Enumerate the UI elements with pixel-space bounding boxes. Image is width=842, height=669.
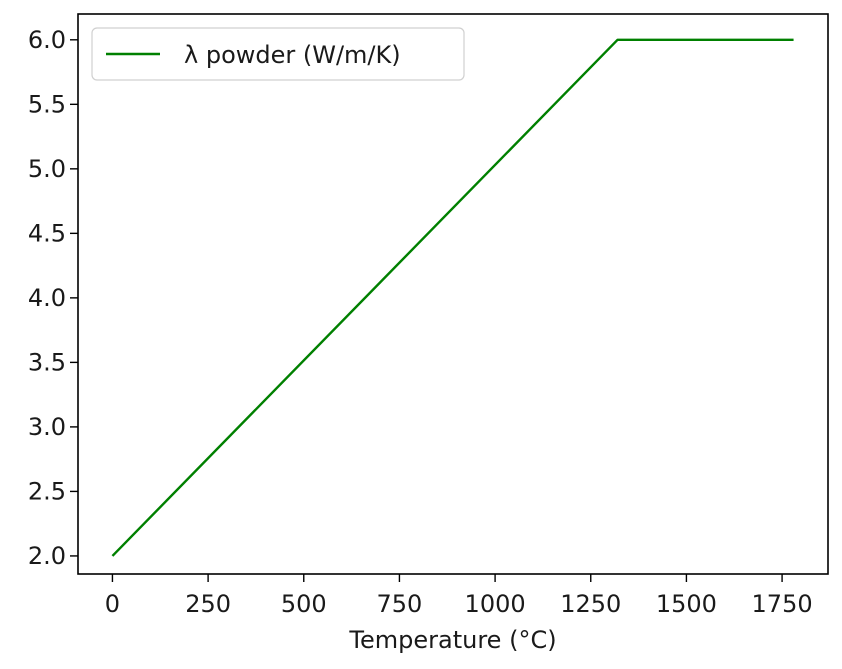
series-layer [111, 38, 794, 557]
y-axis-ticks: 2.0 2.5 3.0 3.5 4.0 4.5 5.0 5.5 6.0 [28, 26, 78, 570]
plot-area-frame [77, 13, 829, 575]
x-tick-label: 750 [377, 590, 423, 618]
y-tick-label: 4.5 [28, 219, 66, 247]
y-tick-label: 2.0 [28, 542, 66, 570]
x-axis-label: Temperature (°C) [348, 626, 556, 654]
y-tick-label: 4.0 [28, 284, 66, 312]
legend-box [91, 27, 465, 81]
x-tick-label: 1250 [560, 590, 621, 618]
legend: λ powder (W/m/K) [91, 27, 465, 81]
y-tick-label: 3.5 [28, 348, 66, 376]
y-tick-label: 5.5 [28, 90, 66, 118]
legend-label: λ powder (W/m/K) [184, 41, 401, 69]
series-line [111, 38, 794, 557]
y-tick-label: 5.0 [28, 155, 66, 183]
x-tick-label: 500 [281, 590, 327, 618]
x-tick-label: 1500 [656, 590, 717, 618]
y-tick-label: 2.5 [28, 477, 66, 505]
y-tick-label: 3.0 [28, 413, 66, 441]
y-tick-label: 6.0 [28, 26, 66, 54]
x-tick-label: 250 [185, 590, 231, 618]
x-axis-ticks: 0 250 500 750 1000 1250 1500 1750 [105, 574, 813, 618]
x-tick-label: 1750 [752, 590, 813, 618]
x-tick-label: 1000 [465, 590, 526, 618]
x-tick-label: 0 [105, 590, 120, 618]
